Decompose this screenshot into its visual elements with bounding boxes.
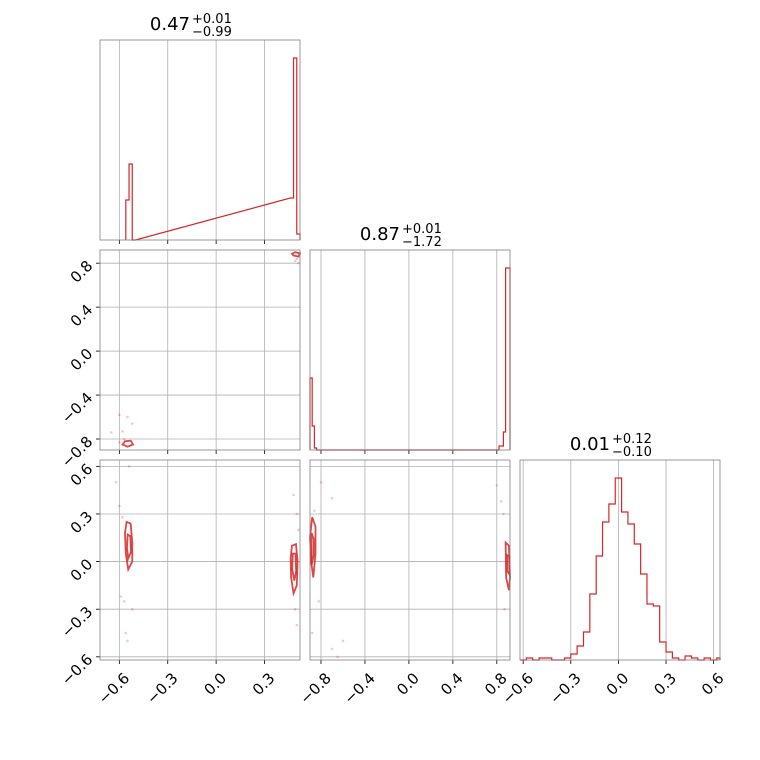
- histogram-2: [520, 477, 721, 661]
- sample-point: [295, 257, 299, 261]
- x-tick-label: 0.6: [698, 669, 728, 699]
- sample-point: [317, 599, 321, 603]
- x-tick-label: −0.6: [95, 669, 133, 707]
- density-contour: [504, 540, 511, 591]
- y-tick-label: 0.0: [67, 555, 97, 585]
- y-tick-label: 0.4: [67, 301, 97, 331]
- panel-title-minus: −1.72: [402, 235, 442, 250]
- sample-point: [295, 512, 299, 516]
- x-tick-label: −0.3: [546, 669, 584, 707]
- x-tick-label: −0.4: [340, 669, 378, 707]
- histogram-panel-2: 0.01 +0.12−0.10: [519, 432, 721, 664]
- density-contour: [506, 553, 511, 578]
- sample-point: [126, 639, 129, 643]
- x-tick-label: 0.3: [249, 669, 279, 699]
- sample-point: [118, 441, 121, 444]
- histogram-panel-1: 0.87 +0.01−1.72: [309, 222, 511, 454]
- panel-title-plus: +0.12: [612, 432, 652, 447]
- x-tick-label: 0.0: [603, 669, 633, 699]
- density-contour: [290, 251, 302, 258]
- x-tick-label: 0.0: [393, 669, 423, 699]
- panel-title-value: 0.01: [570, 434, 610, 455]
- x-tick-label: 0.3: [650, 669, 680, 699]
- y-tick-label: −0.3: [58, 603, 96, 641]
- pair-panel-0-2: [96, 459, 301, 664]
- y-tick-label: 0.0: [67, 345, 97, 375]
- axes-frame: [99, 249, 301, 451]
- axes-frame: [99, 459, 301, 661]
- sample-point: [126, 415, 129, 419]
- axes-frame: [519, 459, 721, 661]
- sample-point: [292, 493, 295, 497]
- sample-point: [109, 431, 113, 434]
- sample-point: [122, 599, 126, 603]
- sample-point: [495, 484, 499, 487]
- panel-title-value: 0.47: [150, 14, 190, 35]
- panel-title-plus: +0.01: [192, 12, 232, 27]
- sample-point: [127, 465, 131, 468]
- pair-panel-0-1: [96, 249, 302, 454]
- sample-point: [130, 607, 134, 611]
- sample-point: [114, 480, 118, 484]
- sample-point: [122, 437, 126, 441]
- density-contour: [291, 552, 298, 581]
- density-contour: [126, 533, 132, 562]
- sample-point: [118, 504, 121, 508]
- sample-point: [119, 595, 123, 598]
- sample-point: [121, 430, 124, 433]
- sample-point: [118, 413, 121, 417]
- panel-title-minus: −0.10: [612, 445, 652, 460]
- panel-title-plus: +0.01: [402, 222, 442, 237]
- x-tick-label: −0.8: [296, 669, 334, 707]
- x-tick-label: 0.0: [200, 669, 230, 699]
- pair-panel-1-2: [309, 459, 511, 664]
- sample-point: [502, 512, 505, 516]
- sample-point: [313, 509, 316, 513]
- density-contour: [124, 520, 134, 573]
- x-tick-label: 0.4: [437, 669, 467, 699]
- sample-point: [330, 496, 334, 500]
- sample-point: [341, 639, 345, 643]
- sample-point: [293, 607, 297, 611]
- histogram-1: [309, 267, 511, 451]
- axes-frame: [309, 459, 511, 661]
- panel-title-value: 0.87: [360, 224, 400, 245]
- sample-point: [297, 528, 300, 532]
- sample-point: [310, 631, 314, 635]
- sample-point: [330, 647, 334, 651]
- sample-point: [336, 655, 339, 659]
- axes-frame: [99, 39, 301, 241]
- sample-point: [130, 422, 134, 425]
- y-tick-label: 0.8: [67, 257, 97, 287]
- histogram-0: [125, 57, 301, 241]
- x-tick-label: −0.3: [143, 669, 181, 707]
- density-contour: [310, 532, 315, 565]
- sample-point: [121, 515, 124, 519]
- y-tick-label: −0.6: [58, 650, 96, 688]
- sample-point: [295, 623, 299, 627]
- sample-point: [293, 259, 297, 263]
- x-tick-label: −0.6: [499, 669, 537, 707]
- axes-frame: [309, 249, 511, 451]
- sample-point: [503, 607, 506, 611]
- y-tick-label: 0.3: [67, 508, 97, 538]
- sample-point: [124, 631, 128, 635]
- sample-point: [499, 499, 503, 503]
- y-tick-label: −0.4: [58, 389, 96, 427]
- histogram-panel-0: 0.47 +0.01−0.99: [99, 12, 301, 244]
- sample-point: [319, 480, 323, 484]
- density-contour: [289, 542, 299, 597]
- density-contour: [121, 439, 135, 448]
- sample-point: [297, 261, 300, 265]
- panel-title-minus: −0.99: [192, 25, 232, 40]
